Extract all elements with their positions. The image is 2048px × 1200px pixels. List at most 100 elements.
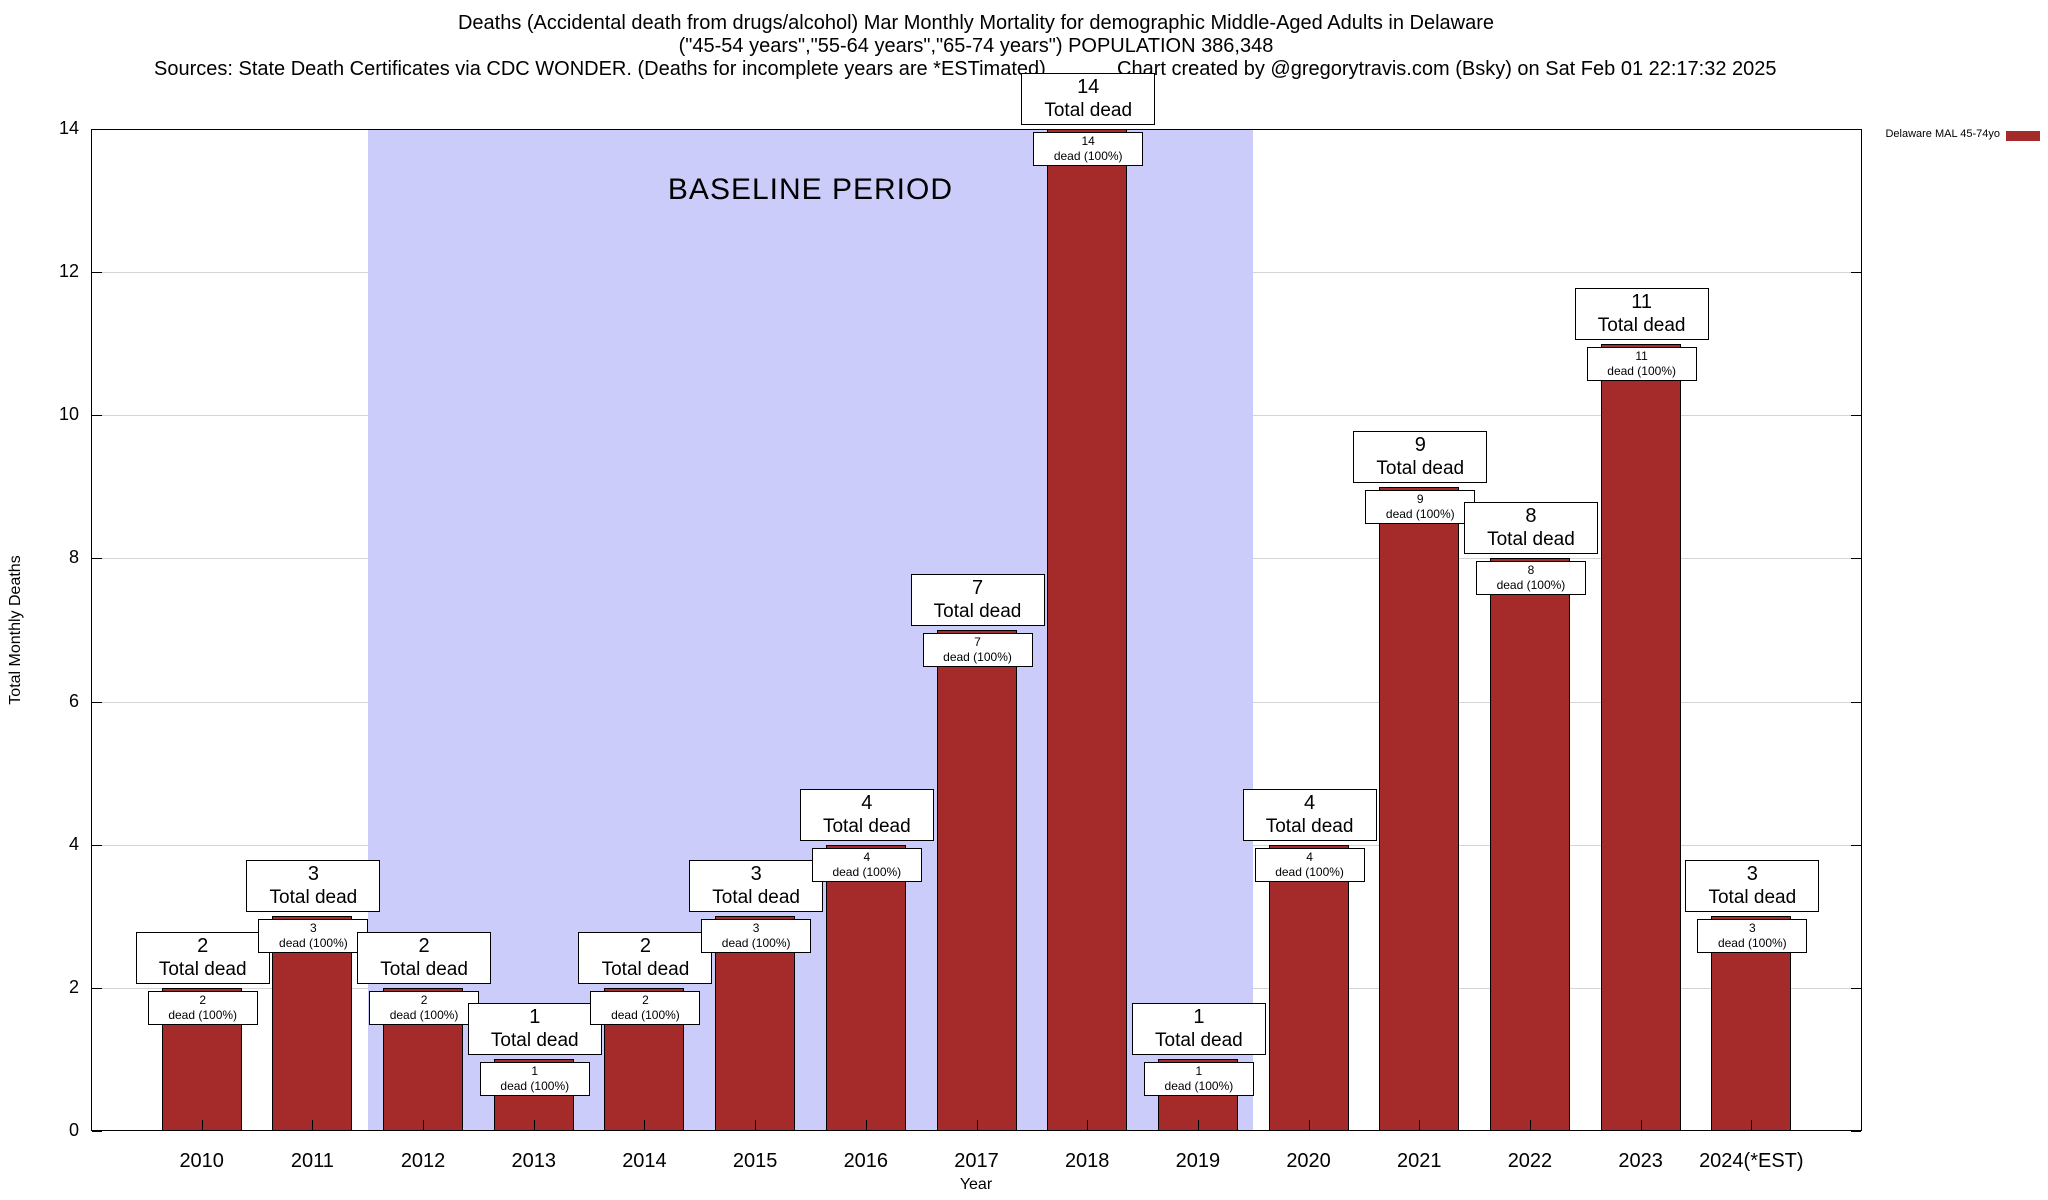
total-dead-text: Total dead xyxy=(1597,314,1686,336)
total-dead-count: 3 xyxy=(307,863,319,886)
bar-value-annotation: 2 dead (100%) xyxy=(147,990,258,1025)
x-tick-mark xyxy=(533,1120,535,1130)
total-dead-count: 7 xyxy=(971,577,984,599)
x-tick-mark xyxy=(865,1120,867,1130)
x-tick-label: 2022 xyxy=(1507,1150,1553,1172)
bar-value-count: 3 xyxy=(1748,921,1756,936)
bar-value-count: 14 xyxy=(1081,134,1095,148)
total-dead-text: Total dead xyxy=(158,958,247,980)
bar-value-text: dead (100%) xyxy=(1053,149,1123,163)
total-dead-text: Total dead xyxy=(1708,887,1797,909)
x-tick-label: 2019 xyxy=(1175,1150,1221,1172)
x-tick-mark xyxy=(976,1120,978,1130)
bar-value-text: dead (100%) xyxy=(832,864,902,879)
total-dead-text: Total dead xyxy=(1376,457,1465,479)
y-tick-mark-right xyxy=(1851,558,1861,560)
y-tick-mark-right xyxy=(1851,129,1861,130)
x-tick-mark xyxy=(312,1120,314,1130)
bar-value-annotation: 7 dead (100%) xyxy=(922,633,1033,667)
bar-value-annotation: 9 dead (100%) xyxy=(1365,489,1476,524)
x-tick-label: 2011 xyxy=(290,1150,334,1172)
y-tick-label: 14 xyxy=(58,118,79,138)
bar-value-text: dead (100%) xyxy=(1164,1079,1234,1094)
total-dead-label: 3 Total dead xyxy=(689,860,824,913)
total-dead-count: 9 xyxy=(1414,433,1426,456)
total-dead-count: 2 xyxy=(197,934,209,957)
total-dead-label: 4 Total dead xyxy=(1242,788,1377,841)
y-tick-mark xyxy=(92,558,102,560)
y-tick-mark xyxy=(92,272,102,274)
y-tick-mark-right xyxy=(1851,272,1861,274)
y-axis-title: Total Monthly Deaths xyxy=(7,555,24,705)
y-tick-mark xyxy=(92,987,102,989)
legend-label: Delaware MAL 45-74yo xyxy=(1885,128,2000,140)
bar-value-text: dead (100%) xyxy=(168,1007,238,1022)
y-tick-mark-right xyxy=(1851,1131,1861,1132)
y-tick-label: 4 xyxy=(68,833,79,854)
total-dead-count: 1 xyxy=(529,1006,541,1029)
bar xyxy=(1379,486,1460,1131)
bar-value-annotation: 3 dead (100%) xyxy=(701,919,812,954)
total-dead-label: 3 Total dead xyxy=(246,860,381,913)
total-dead-text: Total dead xyxy=(380,958,468,980)
chart-title: Deaths (Accidental death from drugs/alco… xyxy=(457,12,1495,34)
total-dead-text: Total dead xyxy=(601,958,690,980)
total-dead-label: 7 Total dead xyxy=(910,574,1045,626)
total-dead-count: 4 xyxy=(861,791,873,814)
bar-value-annotation: 4 dead (100%) xyxy=(1254,847,1365,882)
legend-swatch xyxy=(2006,131,2040,141)
total-dead-text: Total dead xyxy=(1265,815,1354,837)
total-dead-text: Total dead xyxy=(1044,100,1133,121)
bar xyxy=(1268,844,1349,1131)
x-axis-title: Year xyxy=(959,1176,993,1193)
y-tick-mark xyxy=(92,1131,102,1132)
bar-value-count: 2 xyxy=(199,992,207,1007)
bar-value-text: dead (100%) xyxy=(1385,506,1455,521)
bar-value-count: 4 xyxy=(863,849,871,864)
total-dead-label: 14 Total dead xyxy=(1021,73,1156,125)
bar-value-count: 3 xyxy=(752,921,760,936)
total-dead-count: 11 xyxy=(1631,290,1652,313)
bar-value-annotation: 3 dead (100%) xyxy=(258,919,369,954)
chart-sources-note: Sources: State Death Certificates via CD… xyxy=(154,58,1046,80)
bar-value-text: dead (100%) xyxy=(279,936,348,951)
bar-value-text: dead (100%) xyxy=(1496,578,1566,593)
total-dead-count: 14 xyxy=(1077,76,1100,98)
bar-value-annotation: 3 dead (100%) xyxy=(1697,919,1808,954)
y-tick-label: 0 xyxy=(68,1120,79,1140)
x-tick-mark xyxy=(1197,1120,1199,1130)
bar xyxy=(1047,129,1128,1131)
total-dead-label: 11 Total dead xyxy=(1574,287,1709,340)
bar-value-annotation: 14 dead (100%) xyxy=(1033,132,1144,166)
x-tick-label: 2020 xyxy=(1286,1150,1331,1172)
x-tick-label: 2014 xyxy=(622,1150,667,1172)
total-dead-text: Total dead xyxy=(1155,1030,1243,1052)
bar-value-count: 8 xyxy=(1527,563,1535,578)
bar xyxy=(1489,558,1570,1131)
total-dead-text: Total dead xyxy=(269,887,358,909)
total-dead-count: 3 xyxy=(750,863,762,886)
x-tick-mark xyxy=(1640,1120,1642,1130)
x-tick-label: 2016 xyxy=(843,1150,889,1172)
bar-value-count: 11 xyxy=(1635,348,1648,363)
bar-value-count: 3 xyxy=(310,921,317,936)
total-dead-label: 8 Total dead xyxy=(1463,502,1598,555)
bar-value-annotation: 2 dead (100%) xyxy=(590,990,701,1025)
total-dead-count: 8 xyxy=(1525,505,1537,528)
x-tick-mark xyxy=(423,1120,425,1130)
bar-value-text: dead (100%) xyxy=(1717,936,1787,951)
total-dead-count: 2 xyxy=(639,934,651,957)
bar-value-annotation: 1 dead (100%) xyxy=(479,1062,590,1097)
baseline-label: BASELINE PERIOD xyxy=(667,173,954,206)
x-tick-mark xyxy=(1419,1120,1421,1130)
total-dead-text: Total dead xyxy=(490,1030,579,1052)
bar-value-text: dead (100%) xyxy=(1275,864,1344,879)
x-tick-mark xyxy=(1529,1120,1531,1130)
total-dead-label: 2 Total dead xyxy=(578,931,713,984)
x-tick-label: 2021 xyxy=(1397,1150,1442,1172)
bar-value-count: 2 xyxy=(642,992,649,1007)
bar xyxy=(936,630,1017,1131)
x-tick-mark xyxy=(201,1120,203,1130)
x-tick-label: 2018 xyxy=(1064,1150,1110,1172)
